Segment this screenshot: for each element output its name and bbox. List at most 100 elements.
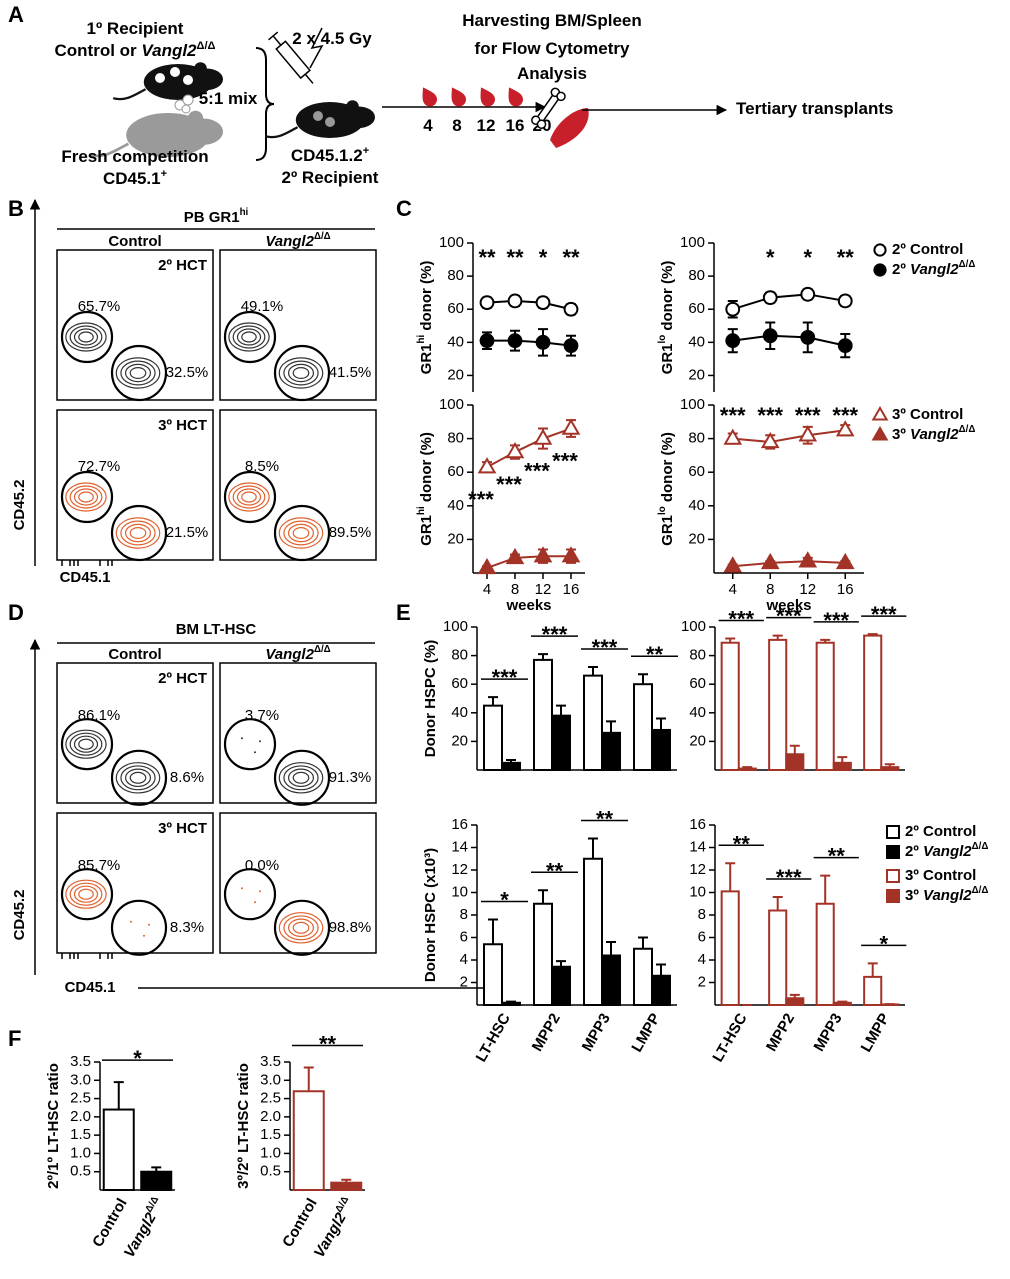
contour [69, 882, 103, 906]
gate-percent: 8.6% [170, 769, 204, 786]
cell [313, 111, 323, 121]
y-tick-label: 40 [447, 333, 464, 350]
week-label: 8 [452, 116, 461, 135]
significance: ** [562, 245, 580, 270]
bar [651, 728, 671, 772]
y-tick-label: 80 [689, 647, 706, 664]
legend-label: 3º Control [892, 406, 963, 423]
gate [273, 344, 331, 402]
x-tick-label: Control [89, 1195, 130, 1250]
error-bar [656, 963, 666, 976]
error-bar [303, 1066, 314, 1092]
contour [124, 768, 152, 788]
legend-label: 3º Control [905, 867, 976, 884]
contour [283, 915, 319, 941]
bar [102, 1108, 135, 1191]
error-bar [837, 1000, 848, 1003]
gate [223, 718, 277, 771]
y-tick-label: 3.0 [260, 1071, 281, 1088]
x-tick-label: MPP2 [763, 1010, 798, 1054]
y-tick-label: 60 [451, 675, 468, 692]
marker [561, 418, 581, 435]
event-dot [259, 740, 261, 743]
marker [835, 552, 855, 570]
contour [73, 735, 99, 753]
marker [800, 286, 816, 302]
marker [505, 442, 525, 459]
gate [110, 504, 168, 562]
x-tick-label: LMPP [858, 1010, 894, 1055]
y-tick-label: 1.0 [260, 1144, 281, 1161]
contour [120, 765, 156, 791]
legend-label: 3º Vangl2Δ/Δ [892, 424, 975, 443]
y-axis-label: CD45.2 [11, 890, 28, 941]
contour [278, 517, 324, 549]
significance: * [803, 245, 812, 270]
error-bar [772, 634, 783, 640]
x-tick-label: Control [279, 1195, 320, 1250]
event-dot [259, 890, 261, 893]
plot-frame [56, 662, 214, 804]
contour [129, 771, 147, 784]
bar [601, 731, 621, 772]
significance: * [766, 245, 775, 270]
x-tick-label: LMPP [628, 1010, 664, 1055]
spleen [550, 108, 589, 148]
bar [533, 658, 553, 772]
contour [241, 491, 257, 503]
gate-percent: 85.7% [78, 857, 121, 874]
panel-label: D [8, 600, 24, 625]
error-bar [588, 837, 598, 859]
y-tick-label: 100 [443, 618, 468, 635]
significance: *** [468, 487, 494, 512]
y-axis-label: 2º/1º LT-HSC ratio [45, 1063, 62, 1189]
marker [535, 295, 551, 311]
marker [723, 428, 743, 445]
legend-swatch [886, 869, 900, 883]
marker [507, 333, 523, 349]
marker [762, 290, 778, 306]
series-line [732, 334, 846, 347]
significance: ** [319, 1031, 337, 1056]
blood-drop [474, 83, 498, 110]
y-tick-label: 3.5 [70, 1053, 91, 1070]
y-tick-label: 2.0 [260, 1108, 281, 1125]
marker [533, 546, 553, 563]
gate-percent: 3.7% [245, 707, 279, 724]
error-bar [506, 1000, 516, 1003]
gate-percent: 41.5% [329, 364, 372, 381]
contour [236, 328, 262, 346]
gate [60, 868, 114, 921]
y-tick-label: 100 [439, 396, 464, 413]
bar [737, 767, 757, 772]
row-label: 3º HCT [158, 820, 207, 837]
error-bar [837, 756, 848, 763]
bar [832, 1001, 852, 1006]
contour [73, 328, 99, 346]
error-bar [588, 666, 598, 676]
bar [768, 909, 788, 1006]
y-axis-label: Donor HSPC (%) [422, 640, 439, 758]
gate-percent: 91.3% [329, 769, 372, 786]
contour [78, 331, 94, 343]
significance: ** [546, 858, 564, 883]
schematic-text: CD45.1.2+ [291, 145, 369, 166]
contour [129, 526, 147, 539]
error-bar [742, 766, 753, 769]
legend-swatch [886, 889, 900, 903]
contour [283, 520, 319, 546]
significance: *** [795, 403, 821, 428]
error-bar [113, 1081, 124, 1110]
event-dot [254, 901, 256, 904]
legend-marker [871, 425, 889, 441]
contour [236, 488, 262, 506]
x-tick-label: MPP3 [810, 1010, 845, 1054]
x-axis-label: CD45.1 [60, 569, 111, 586]
event-dot [254, 751, 256, 754]
contour [278, 762, 324, 794]
cell [325, 117, 335, 127]
y-tick-label: 6 [698, 928, 706, 945]
significance: *** [542, 622, 568, 647]
bar [601, 954, 621, 1006]
